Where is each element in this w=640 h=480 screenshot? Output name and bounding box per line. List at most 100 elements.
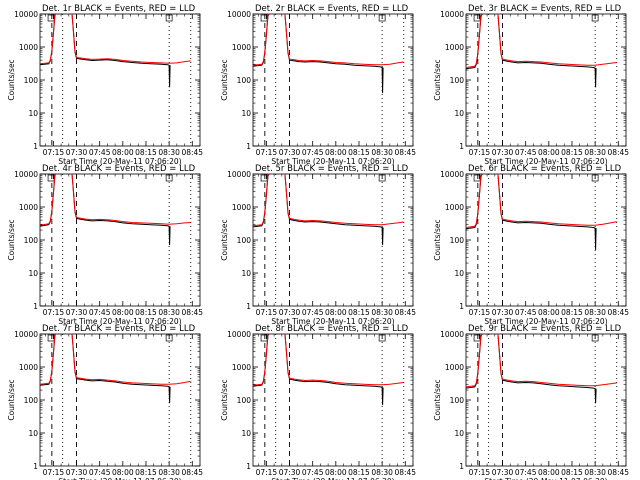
panel-6: Det. 6r BLACK = Events, RED = LLD 1 10 100 1… (433, 164, 629, 326)
panel-2: Det. 2r BLACK = Events, RED = LLD 1 10 100 1… (220, 4, 416, 166)
panel-title: Det. 9r BLACK = Events, RED = LLD (468, 324, 622, 334)
x-tick-label: 08:45 (607, 308, 629, 317)
x-tick-label: 07:15 (469, 148, 491, 157)
x-tick-label: 07:30 (66, 468, 88, 477)
panel-title: Det. 1r BLACK = Events, RED = LLD (42, 4, 196, 14)
x-tick-label: 07:30 (279, 308, 301, 317)
x-tick-label: 08:30 (371, 468, 393, 477)
y-tick-label: 1000 (19, 203, 38, 212)
panel-8: Det. 8r BLACK = Events, RED = LLD 1 10 100 1… (220, 324, 416, 480)
x-tick-label: 08:30 (158, 148, 180, 157)
x-axis-label: Start Time (20-May-11 07:06:20) (58, 157, 181, 166)
x-tick-label: 08:15 (348, 148, 370, 157)
events-series-line (40, 174, 171, 246)
lld-series-line (40, 14, 191, 65)
x-tick-label: 07:45 (302, 148, 324, 157)
y-tick-label: 10 (454, 109, 464, 118)
y-tick-label: 10 (241, 269, 251, 278)
x-tick-label: 08:45 (181, 148, 203, 157)
panel-5: Det. 5r BLACK = Events, RED = LLD 1 10 100 1… (220, 164, 416, 326)
x-tick-label: 07:45 (89, 468, 111, 477)
interval-marker-box (165, 174, 173, 182)
x-tick-label: 07:30 (492, 468, 514, 477)
y-axis-label: Counts/sec (220, 219, 229, 260)
y-tick-label: 10000 (14, 170, 38, 179)
lld-series-line (40, 174, 191, 226)
interval-marker-box (260, 334, 268, 342)
x-tick-label: 08:15 (348, 308, 370, 317)
x-tick-label: 07:30 (66, 308, 88, 317)
y-tick-label: 10 (241, 109, 251, 118)
x-tick-label: 08:15 (561, 148, 583, 157)
y-tick-label: 1000 (232, 363, 251, 372)
x-tick-label: 07:30 (492, 308, 514, 317)
y-tick-label: 1 (459, 462, 464, 471)
y-axis-label: Counts/sec (220, 59, 229, 100)
x-tick-label: 08:30 (158, 468, 180, 477)
y-axis-label: Counts/sec (7, 379, 16, 420)
panel-title: Det. 8r BLACK = Events, RED = LLD (255, 324, 409, 334)
interval-marker-box (473, 14, 481, 22)
y-tick-label: 10000 (14, 330, 38, 339)
y-tick-label: 10 (454, 429, 464, 438)
panel-3: Det. 3r BLACK = Events, RED = LLD 1 10 100 1… (433, 4, 629, 166)
events-series-line (253, 334, 384, 406)
x-tick-label: 07:15 (43, 148, 65, 157)
x-tick-label: 08:15 (135, 148, 157, 157)
y-axis-label: Counts/sec (7, 219, 16, 260)
events-series-line (466, 334, 597, 404)
panel-title: Det. 7r BLACK = Events, RED = LLD (42, 324, 196, 334)
lld-series-line (466, 334, 617, 388)
y-tick-label: 10000 (227, 10, 251, 19)
x-axis-label: Start Time (20-May-11 07:06:20) (58, 317, 181, 326)
x-tick-label: 08:00 (112, 468, 134, 477)
y-tick-label: 1000 (232, 43, 251, 52)
x-tick-label: 07:15 (43, 308, 65, 317)
x-tick-label: 08:00 (538, 148, 560, 157)
y-tick-label: 1 (33, 462, 38, 471)
interval-marker-box (47, 334, 55, 342)
y-tick-label: 1000 (19, 363, 38, 372)
y-tick-label: 10000 (227, 170, 251, 179)
y-tick-label: 10000 (14, 10, 38, 19)
x-tick-label: 08:45 (394, 308, 416, 317)
x-tick-label: 07:30 (279, 468, 301, 477)
interval-marker-box (591, 174, 599, 182)
y-tick-label: 1000 (445, 43, 464, 52)
y-tick-label: 100 (450, 236, 465, 245)
interval-marker-box (260, 174, 268, 182)
y-tick-label: 100 (24, 236, 39, 245)
interval-marker-box (473, 334, 481, 342)
x-tick-label: 07:15 (43, 468, 65, 477)
interval-marker-box (165, 334, 173, 342)
y-tick-label: 10 (28, 429, 38, 438)
x-tick-label: 07:45 (302, 468, 324, 477)
x-tick-label: 08:00 (538, 308, 560, 317)
x-tick-label: 08:00 (538, 468, 560, 477)
interval-marker-box (165, 14, 173, 22)
y-tick-label: 100 (450, 76, 465, 85)
x-tick-label: 08:45 (607, 468, 629, 477)
events-series-line (40, 334, 171, 404)
y-tick-label: 10000 (440, 330, 464, 339)
x-axis-label: Start Time (20-May-11 07:06:20) (271, 157, 394, 166)
x-tick-label: 08:00 (112, 148, 134, 157)
y-tick-label: 100 (24, 76, 39, 85)
panel-title: Det. 4r BLACK = Events, RED = LLD (42, 164, 196, 174)
x-tick-label: 07:45 (515, 308, 537, 317)
y-tick-label: 100 (237, 236, 252, 245)
y-tick-label: 1 (459, 142, 464, 151)
plot-frame (252, 173, 414, 307)
x-tick-label: 07:45 (89, 308, 111, 317)
x-tick-label: 08:45 (181, 308, 203, 317)
events-series-line (40, 14, 171, 88)
lld-series-line (253, 174, 404, 227)
panel-title: Det. 2r BLACK = Events, RED = LLD (255, 4, 409, 14)
x-tick-label: 08:30 (584, 148, 606, 157)
x-tick-label: 08:45 (607, 148, 629, 157)
x-axis-label: Start Time (20-May-11 07:06:20) (484, 317, 607, 326)
y-tick-label: 1000 (445, 203, 464, 212)
panel-title: Det. 3r BLACK = Events, RED = LLD (468, 4, 622, 14)
y-tick-label: 10000 (440, 170, 464, 179)
